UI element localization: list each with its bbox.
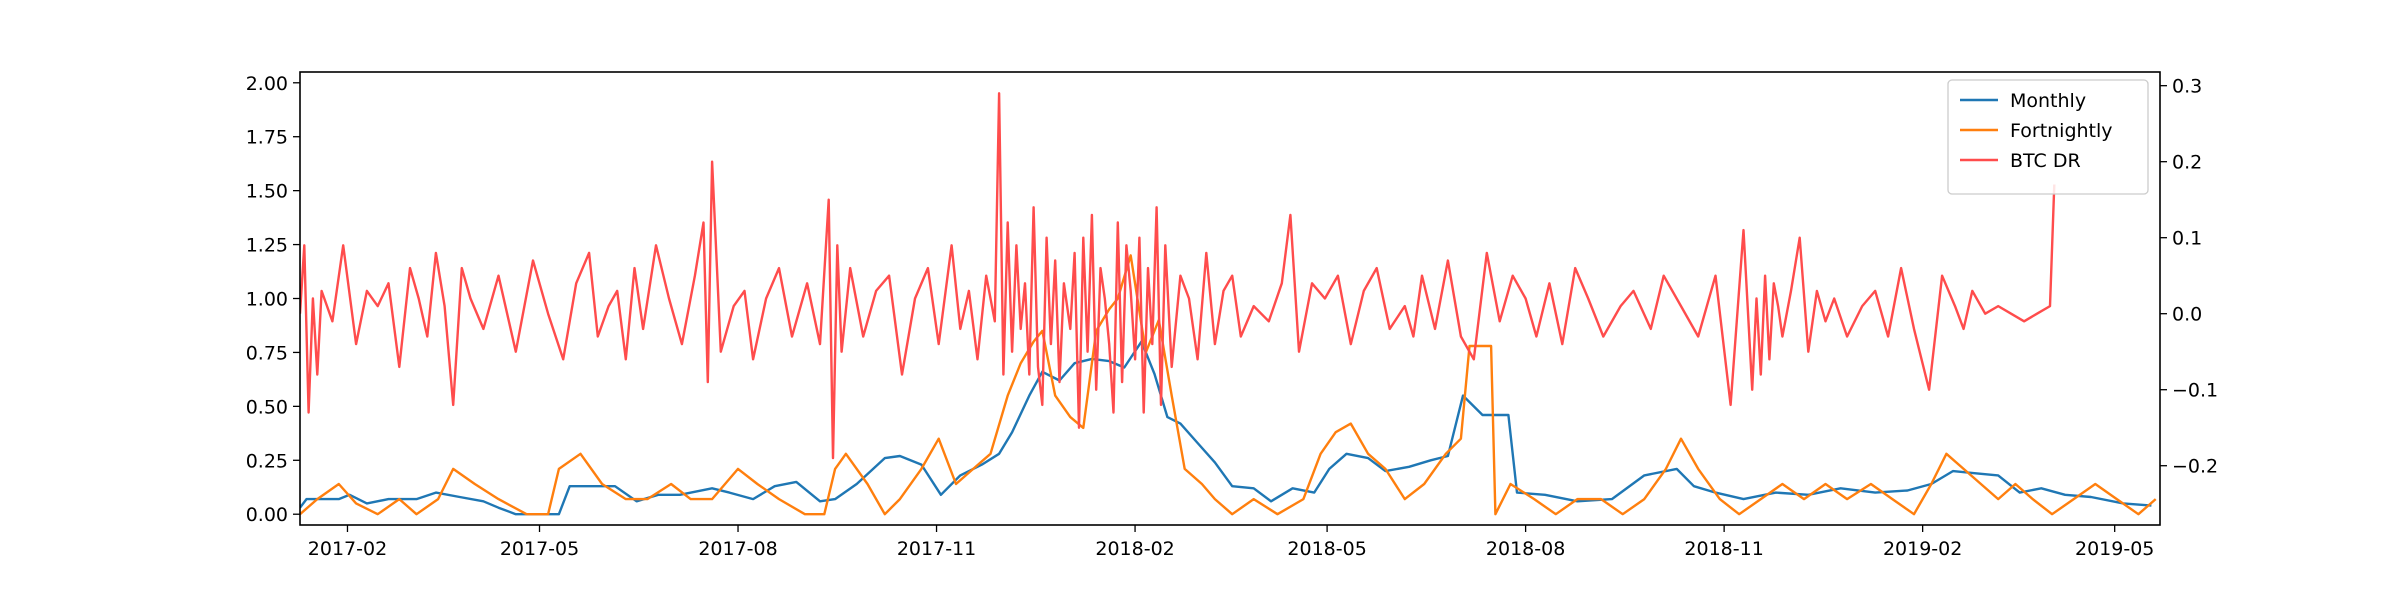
x-tick-label: 2018-05 [1287, 538, 1366, 560]
x-tick-label: 2018-02 [1095, 538, 1174, 560]
x-tick-label: 2017-05 [500, 538, 579, 560]
series-line-btc-dr [300, 92, 2056, 460]
x-tick-label: 2019-02 [1883, 538, 1962, 560]
legend: Monthly Fortnightly BTC DR [1947, 79, 2149, 195]
y-tick-label: 1.50 [246, 181, 288, 203]
x-tick-label: 2019-05 [2075, 538, 2154, 560]
y-tick-label: 0.00 [246, 504, 288, 526]
legend-label: BTC DR [2010, 150, 2081, 172]
x-tick-label: 2017-11 [897, 538, 976, 560]
legend-label: Fortnightly [2010, 120, 2113, 142]
y2-tick-label: −0.1 [2172, 380, 2218, 402]
y-tick-label: 1.75 [246, 127, 288, 149]
axes: 0.00 0.25 0.50 0.75 1.00 1.25 1.50 1.75 2.00 −0.2… [246, 71, 2218, 560]
y-tick-label: 0.50 [246, 396, 288, 418]
y-tick-label: 0.25 [246, 450, 288, 472]
x-tick-label: 2018-11 [1684, 538, 1763, 560]
series-line-monthly [300, 340, 2152, 516]
x-tick-label: 2017-08 [698, 538, 777, 560]
plot-lines [300, 92, 2157, 516]
x-tick-label: 2018-08 [1486, 538, 1565, 560]
y-tick-label: 0.75 [246, 342, 288, 364]
legend-box [1947, 79, 2149, 195]
y-tick-label: 2.00 [246, 73, 288, 95]
x-tick-label: 2017-02 [308, 538, 387, 560]
y2-tick-label: 0.2 [2172, 152, 2202, 174]
y2-tick-label: −0.2 [2172, 456, 2218, 478]
y2-tick-label: 0.3 [2172, 76, 2202, 98]
series-line-fortnightly [300, 254, 2157, 516]
y2-tick-label: 0.0 [2172, 304, 2202, 326]
y-tick-label: 1.25 [246, 235, 288, 257]
legend-label: Monthly [2010, 90, 2086, 112]
y2-tick-label: 0.1 [2172, 228, 2202, 250]
plot-frame [299, 71, 2161, 526]
y-tick-label: 1.00 [246, 289, 288, 311]
